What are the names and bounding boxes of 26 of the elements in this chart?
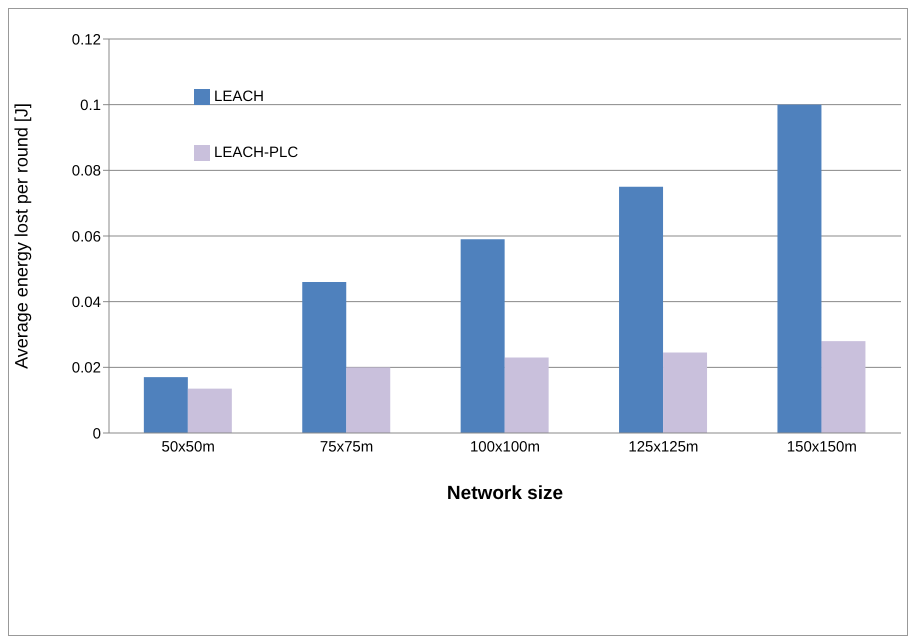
- x-tick-label: 50x50m: [162, 438, 215, 456]
- bar: [460, 239, 505, 433]
- bar: [777, 104, 822, 433]
- bar: [619, 186, 664, 433]
- y-tick-label: 0: [92, 425, 101, 442]
- x-axis-title: Network size: [446, 483, 564, 504]
- y-axis-title: Average energy lost per round [J]: [11, 103, 32, 369]
- x-tick-label: 75x75m: [320, 438, 374, 456]
- y-tick-label: 0.02: [72, 360, 101, 377]
- y-tick-label: 0.06: [72, 228, 101, 246]
- y-tick-label: 0.1: [80, 96, 101, 114]
- x-tick-label: 150x150m: [786, 438, 857, 456]
- y-tick-label: 0.08: [72, 162, 101, 180]
- bar: [144, 377, 188, 433]
- bar: [821, 341, 866, 433]
- bar: [346, 367, 390, 433]
- bar: [504, 357, 549, 433]
- y-tick-label: 0.12: [72, 31, 101, 48]
- bar: [663, 352, 708, 433]
- legend-label: LEACH: [214, 88, 264, 105]
- y-tick-label: 0.04: [72, 294, 101, 311]
- legend-label: LEACH-PLC: [214, 144, 298, 161]
- x-tick-label: 100x100m: [470, 438, 540, 456]
- bar: [188, 388, 232, 433]
- bar: [302, 282, 346, 433]
- x-tick-label: 125x125m: [628, 438, 698, 456]
